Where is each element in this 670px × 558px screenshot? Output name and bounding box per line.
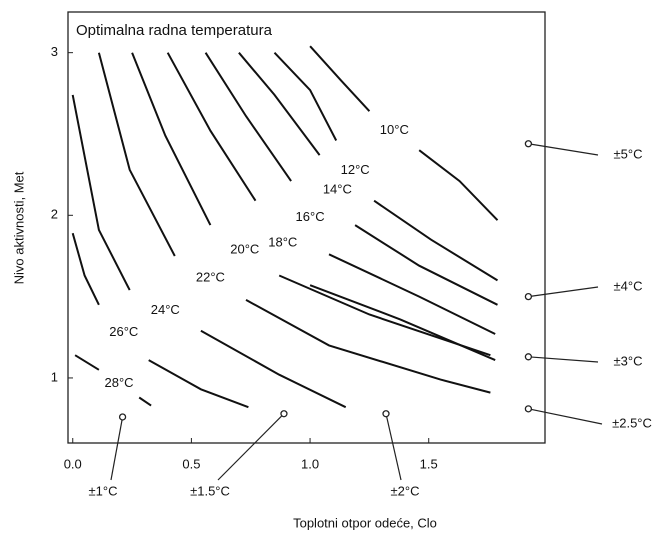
annotation-label: ±4°C — [614, 278, 643, 293]
leader-line — [528, 408, 603, 425]
leader-line — [217, 413, 285, 481]
contour-line — [166, 52, 496, 362]
contour-label: 14°C — [323, 182, 352, 197]
leader-line — [385, 413, 402, 481]
contour-line — [238, 52, 498, 306]
y-axis-label: Nivo aktivnosti, Met — [11, 171, 26, 284]
contour-line — [273, 52, 499, 282]
contour-label: 16°C — [296, 209, 325, 224]
contour-label: 18°C — [268, 234, 297, 249]
contour-line — [97, 52, 491, 394]
leader-line — [528, 143, 599, 156]
annotation-point — [524, 140, 533, 148]
contour-label: 22°C — [196, 269, 225, 284]
y-tick-label: 2 — [51, 207, 58, 222]
contour-line — [71, 94, 347, 409]
contour-line — [71, 232, 249, 409]
y-tick-label: 1 — [51, 369, 58, 384]
contour-line — [309, 45, 499, 221]
contour-label: 28°C — [104, 375, 133, 390]
annotation-point — [524, 292, 533, 301]
contour-label: 12°C — [341, 162, 370, 177]
annotation-point — [524, 353, 533, 361]
annotation-point — [280, 410, 288, 418]
leader-line — [110, 416, 124, 481]
y-tick-label: 3 — [51, 44, 58, 59]
contour-line — [204, 52, 496, 335]
x-tick-label: 1.5 — [420, 456, 438, 471]
annotation-point — [524, 405, 533, 413]
annotation-label: ±5°C — [614, 146, 643, 161]
leader-line — [528, 286, 599, 298]
annotation-point — [382, 410, 390, 418]
annotation-label: ±2°C — [391, 483, 420, 498]
x-axis-label: Toplotni otpor odeće, Clo — [293, 515, 437, 530]
x-tick-label: 0.0 — [64, 456, 82, 471]
chart-title: Optimalna radna temperatura — [76, 22, 273, 39]
annotation-label: ±2.5°C — [612, 415, 652, 430]
plot-frame — [67, 11, 546, 444]
x-tick-label: 1.0 — [301, 456, 319, 471]
contour-label: 20°C — [230, 242, 259, 257]
leader-line — [528, 356, 599, 363]
contour-line — [131, 52, 491, 357]
annotation-label: ±3°C — [614, 353, 643, 368]
contour-line — [74, 354, 152, 407]
contour-label: 24°C — [151, 302, 180, 317]
annotation-point — [118, 413, 127, 421]
x-tick-label: 0.5 — [182, 456, 200, 471]
contour-label: 10°C — [380, 122, 409, 137]
contour-label: 26°C — [109, 324, 138, 339]
annotation-label: ±1°C — [89, 483, 118, 498]
annotation-label: ±1.5°C — [190, 483, 230, 498]
